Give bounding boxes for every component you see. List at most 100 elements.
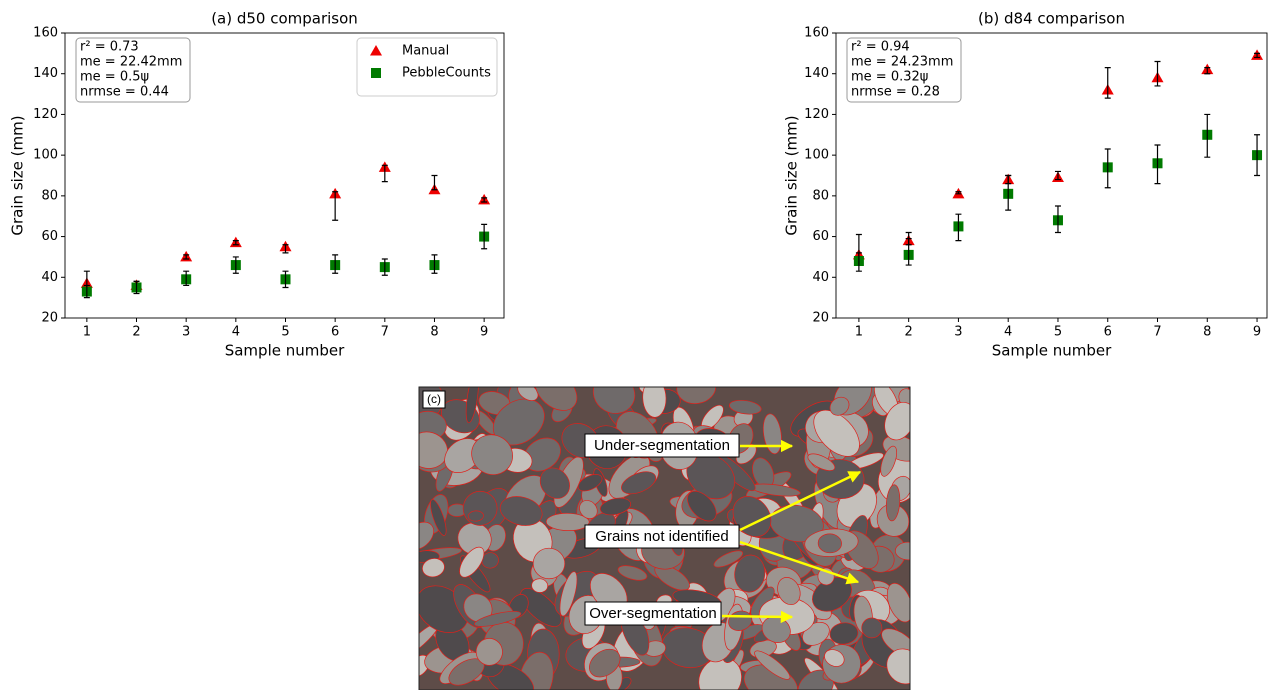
error-bar	[332, 254, 339, 274]
error-bar	[905, 231, 912, 266]
pebble	[698, 657, 742, 690]
pebble	[475, 638, 503, 666]
pebble	[754, 650, 791, 680]
stats-text: r² = 0.73	[80, 40, 139, 55]
pebble	[465, 387, 479, 424]
annotation: Over-segmentation	[589, 605, 717, 622]
y-tick-label: 60	[41, 229, 58, 244]
error-bar	[1005, 174, 1012, 211]
stats-text: me = 22.42mm	[80, 55, 182, 70]
x-tick-label: 1	[855, 325, 863, 340]
legend-box	[356, 37, 498, 97]
y-tick-label: 80	[812, 188, 829, 203]
y-tick-label: 140	[33, 66, 58, 81]
stats-text: me = 0.32ψ	[851, 70, 928, 85]
y-tick-label: 140	[804, 66, 829, 81]
error-bar	[955, 213, 962, 242]
stats-text: me = 0.5ψ	[80, 70, 149, 85]
pebble	[459, 546, 485, 578]
pebble	[884, 402, 910, 441]
error-bar	[1204, 67, 1211, 75]
x-tick-label: 9	[480, 325, 488, 340]
pebble	[762, 413, 782, 455]
pebble	[577, 474, 603, 492]
error-bar	[133, 280, 140, 295]
y-tick-label: 80	[41, 188, 58, 203]
error-bar	[1154, 144, 1161, 185]
annotation: Grains not identified	[595, 528, 728, 545]
error-bar	[481, 223, 488, 250]
pebble	[592, 387, 636, 414]
y-tick-label: 40	[812, 270, 829, 285]
y-tick-label: 120	[804, 107, 829, 122]
pebble	[713, 550, 744, 568]
annotation: Under-segmentation	[594, 437, 730, 454]
stats-text: r² = 0.94	[851, 40, 910, 55]
stats-box	[846, 37, 962, 103]
stats-text: nrmse = 0.44	[80, 85, 169, 100]
pebble	[617, 565, 648, 581]
error-bar	[431, 174, 438, 191]
y-tick-label: 20	[812, 311, 829, 326]
x-tick-label: 7	[381, 325, 389, 340]
pebble	[467, 510, 484, 522]
plot-area	[835, 32, 1268, 319]
pebble	[728, 399, 762, 415]
y-axis-label: Grain size (mm)	[783, 115, 801, 235]
pebble	[861, 617, 883, 639]
x-tick-label: 6	[331, 325, 339, 340]
annotation-box	[584, 601, 722, 626]
error-bar	[1254, 134, 1261, 177]
x-tick-label: 7	[1153, 325, 1161, 340]
annotation-box	[584, 524, 740, 549]
stats-text: nrmse = 0.28	[851, 85, 940, 100]
pebble	[534, 387, 578, 411]
pebble	[599, 497, 632, 516]
error-bar	[855, 233, 862, 272]
chart: (a) d50 comparison Sample number Grain siz…	[9, 10, 505, 360]
error-bar	[1104, 148, 1111, 189]
stats-text: me = 24.23mm	[851, 55, 953, 70]
pebble	[621, 471, 657, 495]
pebble	[532, 547, 566, 580]
y-tick-label: 20	[41, 311, 58, 326]
pebble	[829, 622, 859, 645]
chart-title: (a) d50 comparison	[211, 10, 358, 28]
x-tick-label: 3	[182, 325, 190, 340]
error-bar	[431, 254, 438, 274]
y-axis-label: Grain size (mm)	[9, 115, 27, 235]
error-bar	[1154, 60, 1161, 87]
photo-frame	[418, 386, 911, 690]
pebble	[813, 409, 860, 457]
arrow	[739, 540, 860, 585]
error-bar	[1204, 113, 1211, 158]
error-bar	[381, 258, 388, 276]
error-bar	[332, 191, 339, 221]
x-axis-label: Sample number	[992, 342, 1112, 360]
pebble	[885, 484, 901, 522]
annotation-box	[584, 433, 740, 458]
pebble	[824, 649, 845, 667]
x-tick-label: 8	[430, 325, 438, 340]
y-tick-label: 160	[804, 26, 829, 41]
error-bar	[1104, 67, 1111, 99]
marker	[371, 68, 381, 78]
chart: (b) d84 comparison Sample number Grain siz…	[783, 10, 1268, 360]
pebble	[531, 578, 549, 593]
pebble	[539, 467, 570, 499]
pebble	[687, 490, 717, 522]
plot-area	[64, 32, 505, 319]
x-tick-label: 2	[132, 325, 140, 340]
y-tick-label: 100	[804, 148, 829, 163]
error-bar	[381, 164, 388, 183]
legend-label: PebbleCounts	[402, 66, 491, 81]
pebble	[499, 496, 543, 526]
error-bar	[183, 270, 190, 287]
y-tick-label: 40	[41, 270, 58, 285]
x-tick-label: 8	[1203, 325, 1211, 340]
pebble	[422, 558, 445, 578]
pebble	[676, 387, 717, 404]
error-bar	[232, 256, 239, 274]
y-tick-label: 60	[812, 229, 829, 244]
